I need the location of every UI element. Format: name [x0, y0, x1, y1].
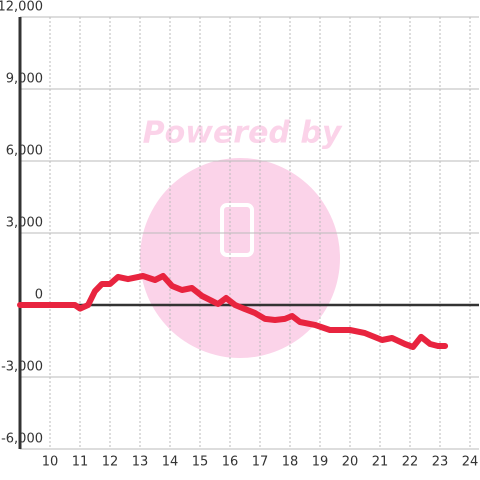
y-tick-label: 6,000	[6, 144, 43, 159]
watermark-icon	[220, 203, 254, 257]
x-tick-label: 15	[192, 455, 209, 470]
x-tick-label: 23	[432, 455, 449, 470]
y-tick-label: 9,000	[6, 72, 43, 87]
x-tick-label: 18	[282, 455, 299, 470]
x-tick-label: 16	[222, 455, 239, 470]
x-tick-label: 12	[102, 455, 119, 470]
x-tick-label: 13	[132, 455, 149, 470]
data-line	[17, 273, 449, 350]
x-tick-label: 22	[402, 455, 419, 470]
x-tick-label: 17	[252, 455, 269, 470]
x-tick-label: 10	[42, 455, 59, 470]
y-tick-label: -3,000	[1, 360, 43, 375]
x-tick-label: 14	[162, 455, 179, 470]
x-tick-label: 21	[372, 455, 389, 470]
x-tick-label: 24	[462, 455, 479, 470]
y-tick-label: 3,000	[6, 216, 43, 231]
y-tick-label: 12,000	[0, 0, 43, 15]
x-tick-label: 19	[312, 455, 329, 470]
watermark-text: Powered by	[143, 116, 343, 151]
x-tick-label: 11	[72, 455, 89, 470]
y-tick-label: 0	[35, 288, 43, 303]
watermark-logo	[140, 158, 340, 358]
x-tick-label: 20	[342, 455, 359, 470]
y-tick-label: -6,000	[1, 432, 43, 447]
